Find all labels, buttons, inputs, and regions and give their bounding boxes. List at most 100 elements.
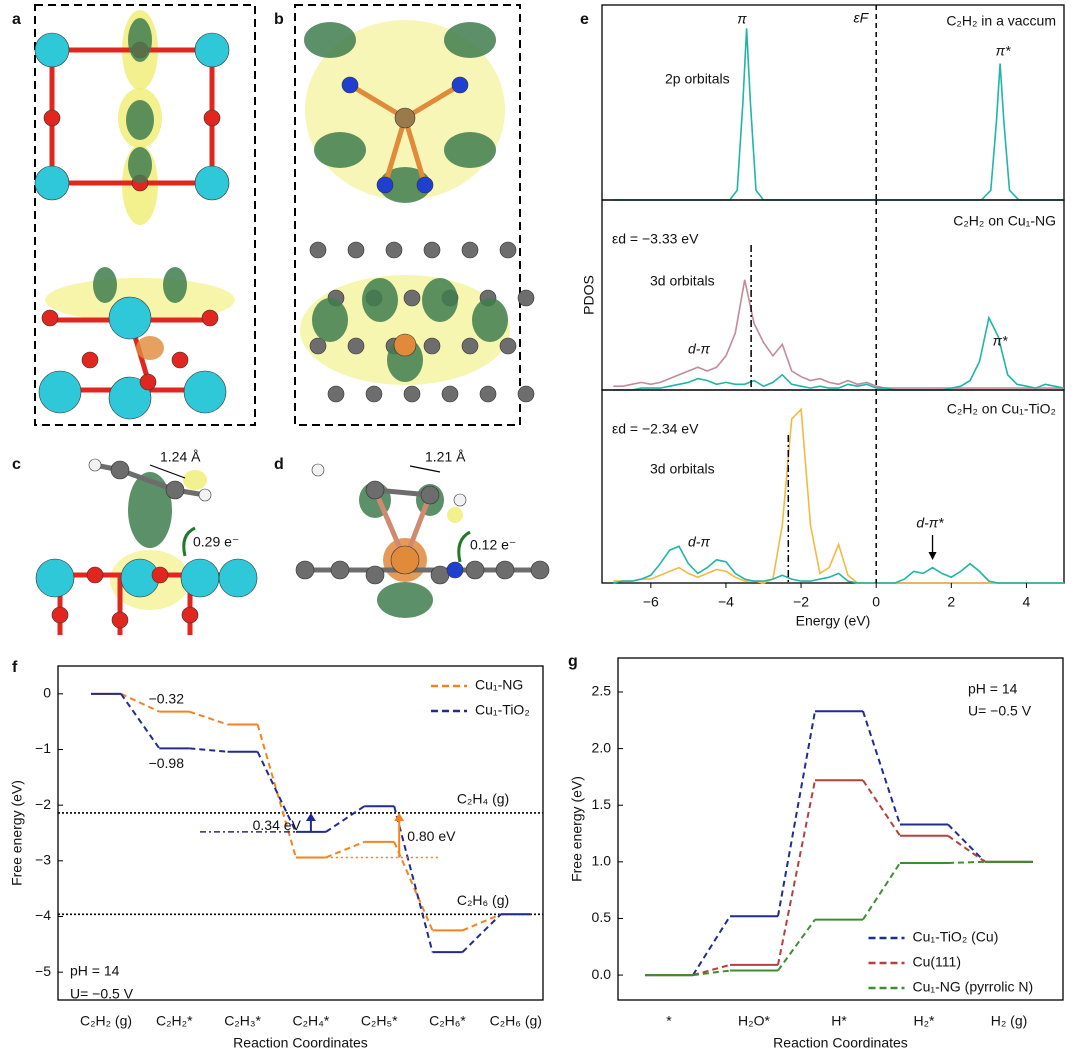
- atom: [151, 566, 169, 584]
- legend-label: Cu₁-NG (pyrrolic N): [913, 979, 1034, 995]
- connector: [777, 711, 816, 917]
- x-tick-label: −6: [643, 594, 659, 610]
- annotation: π: [737, 11, 747, 27]
- atom: [385, 241, 403, 259]
- connector: [325, 840, 365, 859]
- panel-label: a: [12, 11, 21, 28]
- bond-length: 1.24 Å: [160, 449, 201, 465]
- axis-frame: [57, 665, 544, 1001]
- x-tick-label: 2: [947, 594, 955, 610]
- atom: [108, 376, 152, 420]
- atom: [180, 558, 220, 598]
- atom: [495, 560, 515, 580]
- panel-frame: [294, 4, 521, 426]
- x-tick-label: H₂ (g): [991, 1013, 1028, 1029]
- x-tick-label: −2: [793, 594, 809, 610]
- bond: [382, 117, 408, 186]
- atom: [34, 32, 70, 68]
- atom: [183, 370, 227, 414]
- atom: [81, 351, 99, 369]
- atom: [420, 485, 440, 505]
- connector: [461, 913, 502, 953]
- connector: [325, 805, 365, 833]
- axis-frame: [601, 4, 1065, 201]
- atom: [295, 560, 315, 580]
- y-tick-label: −5: [35, 963, 51, 979]
- atom: [181, 606, 199, 624]
- connector: [120, 692, 160, 713]
- x-axis-label: Reaction Coordinates: [233, 1035, 368, 1051]
- annotation: C₂H₂ on Cu₁-TiO₂: [947, 401, 1056, 417]
- charge-density: [126, 100, 154, 140]
- gap-label: 0.80 eV: [407, 828, 456, 844]
- panel-label: f: [12, 659, 18, 676]
- charge-density: [183, 470, 207, 490]
- atom: [171, 351, 189, 369]
- atom: [453, 493, 467, 507]
- pdos-line: [613, 279, 1064, 389]
- gap-arrow-head: [394, 812, 405, 821]
- x-tick-label: 0: [872, 594, 880, 610]
- atom: [111, 611, 129, 629]
- annotation: 3d orbitals: [650, 461, 715, 477]
- atom: [165, 480, 185, 500]
- connector: [692, 963, 731, 977]
- atom: [35, 558, 75, 598]
- atom: [403, 385, 421, 403]
- bond-arrow: [409, 465, 441, 473]
- atom: [38, 370, 82, 414]
- atom: [517, 289, 535, 307]
- y-tick-label: 1.0: [592, 853, 612, 869]
- atom: [479, 385, 497, 403]
- gap-arrow-head: [305, 812, 316, 821]
- transfer-arrow: [182, 526, 196, 557]
- reference-label: εF: [853, 10, 869, 26]
- connector: [462, 913, 502, 932]
- connector: [947, 860, 986, 864]
- annotation: π*: [996, 43, 1011, 59]
- atom: [218, 558, 258, 598]
- charge-density: [314, 132, 366, 168]
- atom: [88, 458, 102, 472]
- y-tick-label: 0.0: [592, 966, 612, 982]
- charge-density: [136, 336, 164, 360]
- connector: [393, 806, 434, 953]
- x-tick-label: C₂H₆*: [429, 1013, 466, 1029]
- pdos-line: [613, 315, 1065, 391]
- legend-label: Cu(111): [913, 954, 962, 970]
- atom: [517, 385, 535, 403]
- charge-density: [128, 472, 172, 548]
- annotation: pH = 14: [70, 963, 120, 979]
- atom: [86, 566, 104, 584]
- annotation: U= −0.5 V: [70, 986, 134, 1002]
- y-tick-label: −2: [35, 796, 51, 812]
- charge-density: [472, 298, 508, 342]
- atom: [43, 109, 61, 127]
- atom: [51, 606, 69, 624]
- y-axis-label: Free energy (eV): [9, 780, 25, 886]
- atom: [461, 337, 479, 355]
- atom: [194, 165, 230, 201]
- connector: [393, 841, 434, 931]
- annotation: π*: [993, 333, 1008, 349]
- reference-label: C₂H₄ (g): [457, 791, 509, 807]
- atom: [203, 109, 221, 127]
- connector: [777, 919, 816, 972]
- panel-label: c: [12, 456, 21, 473]
- connector: [862, 779, 901, 837]
- annotation: C₂H₂ on Cu₁-NG: [953, 213, 1056, 229]
- y-tick-label: 0: [43, 685, 51, 701]
- bond-arrow: [149, 464, 186, 479]
- x-tick-label: C₂H₂ (g): [80, 1013, 132, 1029]
- y-axis-label: Free energy (eV): [569, 776, 585, 882]
- atom: [201, 309, 219, 327]
- atom: [365, 385, 383, 403]
- x-axis-label: Energy (eV): [796, 613, 871, 629]
- connector: [692, 915, 731, 976]
- atom: [393, 333, 417, 357]
- charge-density: [93, 267, 117, 303]
- y-tick-label: 2.0: [592, 739, 612, 755]
- atom: [390, 545, 420, 575]
- connector: [256, 751, 297, 833]
